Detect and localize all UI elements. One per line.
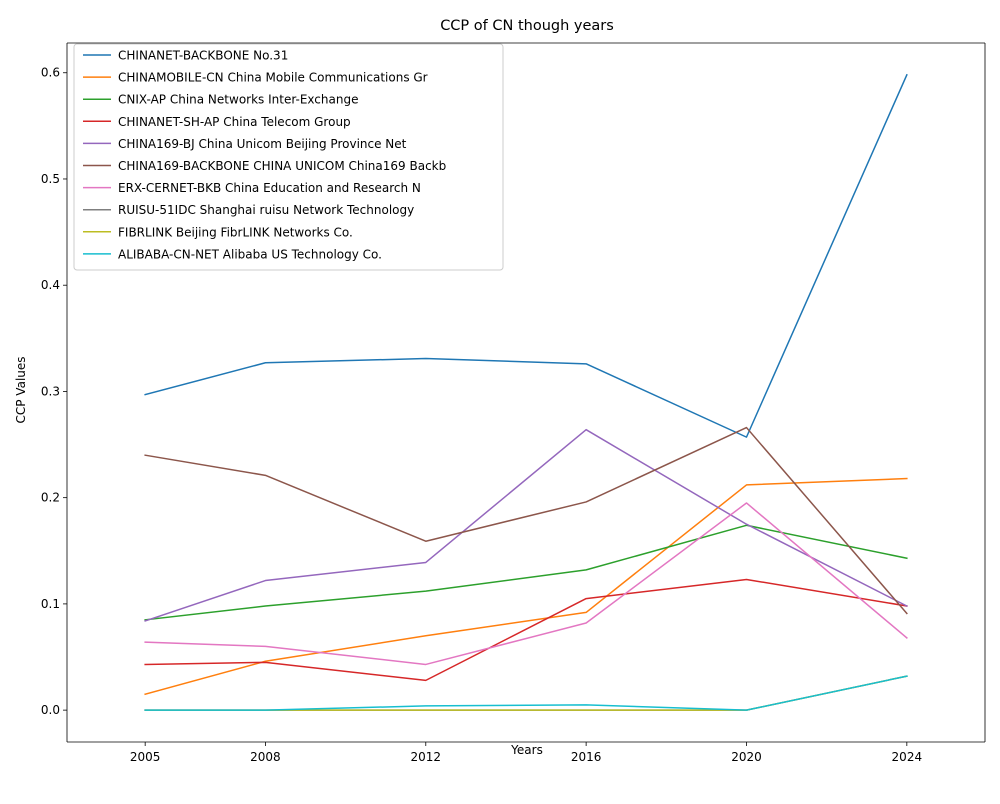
series-line-1	[144, 73, 908, 438]
legend-label: CHINANET-SH-AP China Telecom Group	[118, 115, 351, 129]
y-tick-label: 0.0	[41, 703, 60, 717]
y-tick-label: 0.2	[41, 491, 60, 505]
y-tick-label: 0.6	[41, 66, 60, 80]
x-tick-label: 2008	[250, 750, 281, 764]
y-tick-label: 0.4	[41, 278, 60, 292]
legend-label: ALIBABA-CN-NET Alibaba US Technology Co.	[118, 247, 382, 261]
legend-label: RUISU-51IDC Shanghai ruisu Network Techn…	[118, 203, 414, 217]
chart-title: CCP of CN though years	[440, 18, 614, 34]
x-tick-label: 2020	[731, 750, 762, 764]
x-axis-title: Years	[510, 743, 543, 757]
series-line-5	[144, 428, 908, 622]
legend-label: FIBRLINK Beijing FibrLINK Networks Co.	[118, 225, 353, 239]
series-line-4	[144, 578, 908, 682]
x-tick-label: 2005	[130, 750, 161, 764]
series-line-3	[144, 524, 908, 621]
legend-label: ERX-CERNET-BKB China Education and Resea…	[118, 181, 421, 195]
legend-label: CHINAMOBILE-CN China Mobile Communicatio…	[118, 71, 428, 85]
series-line-6	[144, 426, 908, 615]
legend-box	[73, 43, 504, 271]
x-tick-label: 2012	[411, 750, 442, 764]
legend-label: CHINA169-BJ China Unicom Beijing Provinc…	[118, 137, 407, 151]
plot-area: 2005 2008 2012 2016 2020 2024 0.0 0.1 0.2 0.3 0.4 0…	[41, 42, 986, 764]
series-line-10	[144, 675, 908, 711]
y-tick-label: 0.1	[41, 597, 60, 611]
y-tick-label: 0.5	[41, 172, 60, 186]
x-tick-label: 2024	[892, 750, 923, 764]
y-tick-label: 0.3	[41, 384, 60, 398]
legend: CHINANET-BACKBONE No.31 CHINAMOBILE-CN Ch…	[73, 43, 504, 271]
series-line-2	[144, 477, 908, 696]
legend-label: CHINA169-BACKBONE CHINA UNICOM China169 …	[118, 159, 446, 173]
legend-label: CHINANET-BACKBONE No.31	[118, 49, 288, 63]
legend-label: CNIX-AP China Networks Inter-Exchange	[118, 93, 358, 107]
series-line-7	[144, 502, 908, 666]
x-tick-label: 2016	[571, 750, 602, 764]
y-axis-title: CCP Values	[14, 356, 28, 423]
